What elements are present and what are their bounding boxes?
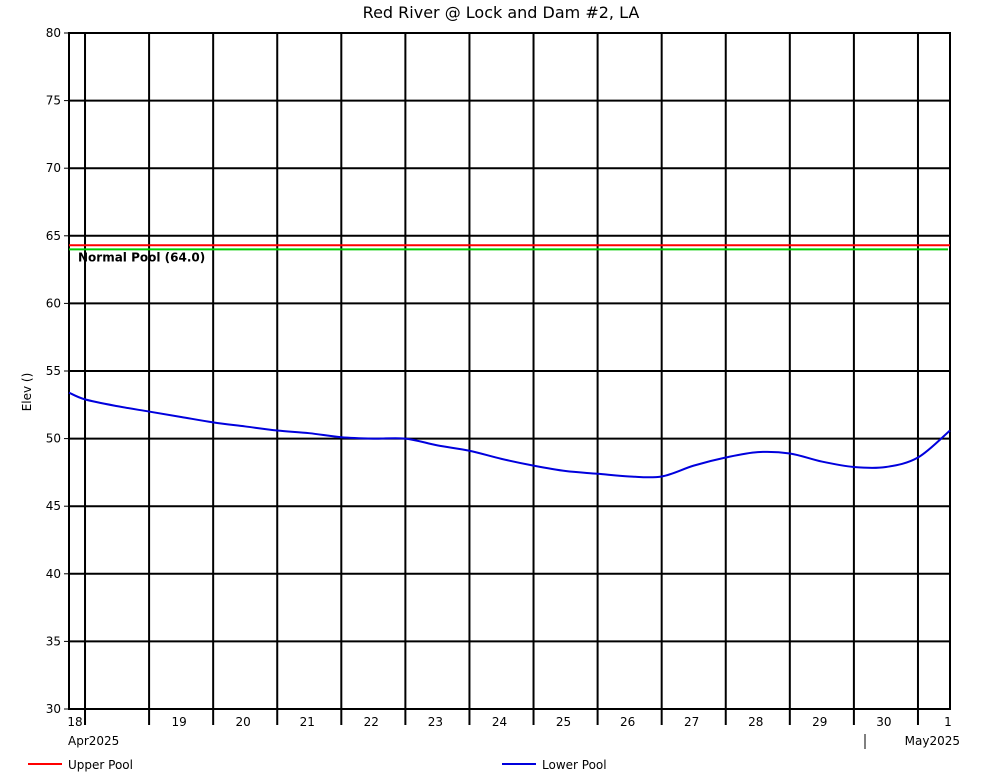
y-tick-label: 75 xyxy=(46,94,61,108)
x-tick-label: 23 xyxy=(428,715,443,729)
x-tick-label: 30 xyxy=(876,715,891,729)
x-tick-label: 26 xyxy=(620,715,635,729)
normal-pool-label: Normal Pool (64.0) xyxy=(78,250,205,264)
x-month-label: May2025 xyxy=(905,734,960,748)
y-axis-ticks: 30 35 40 45 50 55 60 65 70 75 80 xyxy=(46,26,69,716)
y-axis-label: Elev () xyxy=(20,373,34,412)
y-tick-label: 50 xyxy=(46,432,61,446)
x-tick-label: 21 xyxy=(300,715,315,729)
x-tick-label: 28 xyxy=(748,715,763,729)
y-tick-label: 70 xyxy=(46,161,61,175)
legend-label: Lower Pool xyxy=(542,758,607,772)
legend-label: Upper Pool xyxy=(68,758,133,772)
y-tick-label: 65 xyxy=(46,229,61,243)
chart-title: Red River @ Lock and Dam #2, LA xyxy=(363,3,640,22)
y-tick-label: 45 xyxy=(46,499,61,513)
y-tick-label: 80 xyxy=(46,26,61,40)
x-tick-label: 19 xyxy=(171,715,186,729)
series-lines xyxy=(68,244,951,479)
y-tick-label: 40 xyxy=(46,567,61,581)
y-tick-label: 60 xyxy=(46,296,61,310)
y-tick-label: 35 xyxy=(46,634,61,648)
x-axis-ticks: 18 19 20 21 22 23 24 25 26 27 28 29 30 1 Apr2025 May202… xyxy=(67,715,960,749)
x-tick-label: 25 xyxy=(556,715,571,729)
y-tick-label: 30 xyxy=(46,702,61,716)
x-tick-label: 27 xyxy=(684,715,699,729)
x-month-label: Apr2025 xyxy=(68,734,119,748)
x-tick-label: 1 xyxy=(944,715,952,729)
y-tick-label: 55 xyxy=(46,364,61,378)
x-tick-label: 22 xyxy=(364,715,379,729)
grid xyxy=(68,32,951,725)
x-tick-label: 24 xyxy=(492,715,507,729)
series-line-lower-pool xyxy=(68,391,951,479)
x-tick-label: 18 xyxy=(67,715,82,729)
x-tick-label: 29 xyxy=(812,715,827,729)
annotations: Normal Pool (64.0) xyxy=(69,248,948,264)
legend: Upper Pool Lower Pool xyxy=(28,758,607,772)
x-tick-label: 20 xyxy=(236,715,251,729)
